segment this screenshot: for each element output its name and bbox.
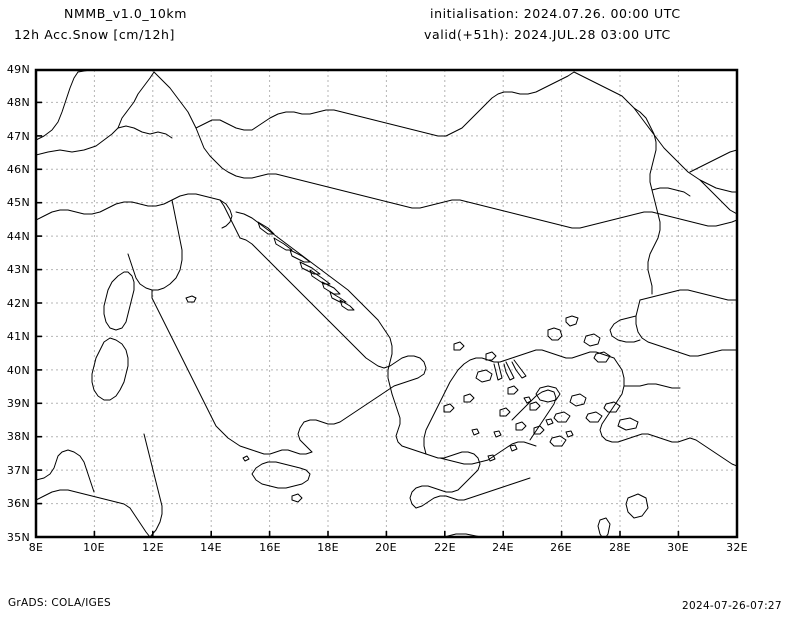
x-tick-label: 10E xyxy=(83,541,105,554)
y-tick-label: 41N xyxy=(6,330,30,343)
y-tick-label: 45N xyxy=(6,196,30,209)
axis-ticks xyxy=(36,101,680,537)
x-tick-label: 32E xyxy=(726,541,748,554)
x-tick-label: 28E xyxy=(609,541,631,554)
y-tick-label: 40N xyxy=(6,364,30,377)
y-tick-label: 37N xyxy=(6,464,30,477)
y-tick-label: 43N xyxy=(6,263,30,276)
y-tick-label: 46N xyxy=(6,163,30,176)
x-tick-label: 18E xyxy=(317,541,339,554)
y-tick-label: 36N xyxy=(6,497,30,510)
grid-lines xyxy=(36,70,737,537)
field-subtitle: 12h Acc.Snow [cm/12h] xyxy=(14,27,175,42)
generation-timestamp: 2024-07-26-07:27 xyxy=(682,600,782,612)
y-tick-label: 42N xyxy=(6,297,30,310)
y-tick-label: 44N xyxy=(6,230,30,243)
x-tick-label: 16E xyxy=(259,541,281,554)
page-title: NMMB_v1.0_10km xyxy=(64,6,187,21)
y-tick-label: 49N xyxy=(6,63,30,76)
y-tick-label: 39N xyxy=(6,397,30,410)
initialisation-time: initialisation: 2024.07.26. 00:00 UTC xyxy=(430,6,681,21)
y-tick-label: 48N xyxy=(6,96,30,109)
x-tick-label: 24E xyxy=(492,541,514,554)
y-tick-label: 47N xyxy=(6,130,30,143)
x-tick-label: 30E xyxy=(667,541,689,554)
x-tick-label: 20E xyxy=(375,541,397,554)
x-tick-label: 8E xyxy=(28,541,44,554)
x-tick-label: 26E xyxy=(550,541,572,554)
x-tick-label: 22E xyxy=(434,541,456,554)
coastline-layer xyxy=(36,70,737,537)
y-tick-label: 35N xyxy=(6,531,30,544)
y-tick-label: 38N xyxy=(6,430,30,443)
attribution-label: GrADS: COLA/IGES xyxy=(8,597,112,609)
valid-time: valid(+51h): 2024.JUL.28 03:00 UTC xyxy=(424,27,671,42)
x-tick-label: 14E xyxy=(200,541,222,554)
x-tick-label: 12E xyxy=(142,541,164,554)
